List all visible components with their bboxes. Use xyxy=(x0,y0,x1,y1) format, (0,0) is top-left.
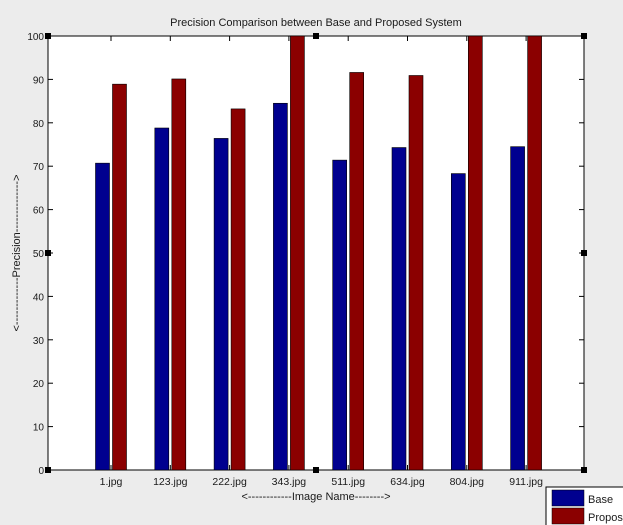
x-tick-label-343-jpg: 343.jpg xyxy=(272,476,307,488)
legend-label-base: Base xyxy=(588,494,613,506)
x-axis-label: <------------Image Name--------> xyxy=(241,491,390,503)
bar-base-804-jpg xyxy=(450,173,466,471)
x-tick-label-911-jpg: 911.jpg xyxy=(509,476,543,488)
y-tick-label: 0 xyxy=(38,466,44,477)
border-handle xyxy=(581,33,587,39)
bar-proposed-634-jpg xyxy=(408,75,424,471)
border-handle xyxy=(313,33,319,39)
border-handle xyxy=(581,250,587,256)
legend-label-proposed: Proposed xyxy=(588,512,623,524)
bar-proposed-911-jpg xyxy=(527,35,542,471)
bar-base-634-jpg xyxy=(391,147,407,471)
y-tick-label: 50 xyxy=(33,249,45,260)
border-handle xyxy=(313,467,319,473)
legend-swatch-proposed xyxy=(551,507,585,525)
x-tick-label-804-jpg: 804.jpg xyxy=(450,476,485,488)
plot-area xyxy=(47,35,585,471)
x-tick-label-123-jpg: 123.jpg xyxy=(153,476,188,488)
bar-base-911-jpg xyxy=(510,146,525,471)
y-tick-label: 10 xyxy=(33,423,45,434)
border-handle xyxy=(45,467,51,473)
y-tick-label: 100 xyxy=(27,32,44,43)
bar-proposed-511-jpg xyxy=(349,72,365,471)
bar-proposed-1-jpg xyxy=(112,83,127,471)
bar-base-1-jpg xyxy=(95,162,110,471)
border-handle xyxy=(581,467,587,473)
y-tick-label: 90 xyxy=(33,75,45,86)
chart-title: Precision Comparison between Base and Pr… xyxy=(170,17,462,29)
x-tick-label-634-jpg: 634.jpg xyxy=(390,476,425,488)
bar-base-511-jpg xyxy=(332,159,348,471)
bar-base-222-jpg xyxy=(213,138,229,471)
bar-series-group xyxy=(95,35,542,471)
legend-swatch-base xyxy=(551,489,585,507)
x-tick-label-511-jpg: 511.jpg xyxy=(331,476,365,488)
bar-proposed-804-jpg xyxy=(467,35,483,471)
bar-proposed-343-jpg xyxy=(290,35,305,471)
bar-proposed-222-jpg xyxy=(230,108,246,471)
y-tick-label: 60 xyxy=(33,206,45,217)
plot-handles xyxy=(45,33,587,473)
x-axis: 1.jpg 123.jpg 222.jpg 343.jpg 511.jpg 634.jpg… xyxy=(100,36,543,488)
bar-base-123-jpg xyxy=(154,127,170,471)
bar-base-343-jpg xyxy=(273,102,288,471)
y-axis-label: <-------------Precision--------------> xyxy=(11,175,23,332)
y-tick-label: 40 xyxy=(33,292,45,303)
y-tick-label: 30 xyxy=(33,336,45,347)
y-tick-label: 20 xyxy=(33,379,45,390)
x-tick-label-1-jpg: 1.jpg xyxy=(100,476,123,488)
legend: Base Proposed xyxy=(545,486,623,525)
border-handle xyxy=(45,250,51,256)
y-tick-label: 80 xyxy=(33,119,45,130)
x-tick-label-222-jpg: 222.jpg xyxy=(212,476,247,488)
bar-proposed-123-jpg xyxy=(171,78,187,471)
y-tick-label: 70 xyxy=(33,162,45,173)
border-handle xyxy=(45,33,51,39)
